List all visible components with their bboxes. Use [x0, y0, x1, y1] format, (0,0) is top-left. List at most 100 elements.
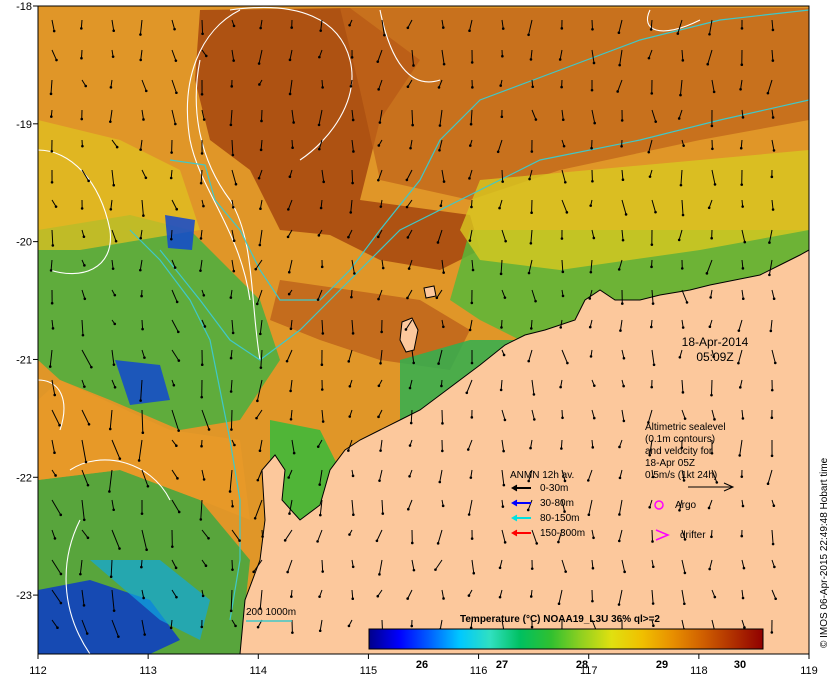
velocity-arrow: [621, 169, 624, 180]
lat-axis: -18 -19 -20 -21 -22 -23: [16, 1, 38, 602]
velocity-arrow-head: [741, 267, 745, 270]
velocity-arrow-head: [737, 361, 740, 365]
velocity-arrow: [707, 49, 713, 65]
velocity-arrow-head: [530, 567, 534, 570]
velocity-arrow-head: [412, 361, 416, 365]
velocity-arrow-head: [378, 479, 381, 482]
velocity-arrow-head: [441, 422, 444, 425]
velocity-arrow-head: [773, 361, 777, 365]
date-label: 18-Apr-2014: [682, 335, 749, 349]
velocity-arrow-head: [289, 389, 292, 393]
velocity-arrow-head: [321, 570, 325, 573]
velocity-arrow-head: [50, 115, 53, 118]
velocity-arrow: [291, 439, 295, 454]
velocity-arrow-head: [199, 237, 203, 240]
velocity-arrow-head: [470, 416, 474, 419]
velocity-arrow-head: [55, 58, 58, 62]
velocity-arrow: [287, 229, 293, 238]
velocity-arrow-head: [651, 602, 655, 605]
velocity-arrow: [350, 199, 353, 213]
velocity-arrow: [711, 169, 716, 185]
velocity-arrow-head: [252, 570, 255, 574]
velocity-arrow-head: [741, 504, 745, 508]
velocity-arrow-head: [406, 507, 410, 511]
velocity-arrow-head: [501, 54, 504, 58]
velocity-arrow: [621, 559, 626, 572]
velocity-arrow-head: [405, 178, 409, 182]
velocity-arrow-head: [411, 123, 414, 127]
velocity-arrow: [738, 319, 743, 331]
velocity-arrow: [650, 19, 653, 30]
velocity-arrow-head: [174, 566, 178, 570]
velocity-arrow: [288, 259, 293, 273]
velocity-arrow-head: [287, 208, 290, 211]
velocity-arrow: [771, 139, 775, 151]
velocity-arrow-head: [203, 325, 207, 328]
anmn-arrow-head: [511, 529, 518, 537]
velocity-arrow: [557, 529, 563, 543]
velocity-arrow-head: [559, 385, 562, 389]
velocity-arrow: [200, 229, 203, 239]
velocity-arrow-head: [654, 120, 658, 123]
colorbar: Temperature (°C) NOAA19_L3U 36% ql>=2 26…: [368, 614, 764, 671]
velocity-arrow-head: [712, 90, 716, 94]
velocity-arrow-head: [438, 480, 442, 484]
velocity-arrow-head: [652, 363, 656, 367]
velocity-arrow-head: [84, 84, 88, 88]
velocity-arrow: [256, 289, 263, 305]
velocity-arrow: [318, 139, 323, 150]
lon-tick-label: 115: [360, 665, 378, 677]
velocity-arrow-head: [320, 388, 324, 391]
velocity-arrow-head: [683, 538, 687, 541]
velocity-arrow-head: [527, 271, 531, 275]
velocity-arrow: [681, 559, 686, 574]
island-barrow[interactable]: [399, 317, 419, 353]
velocity-arrow-head: [647, 421, 650, 424]
island-small[interactable]: [423, 285, 437, 299]
time-label: 05:09Z: [696, 350, 733, 364]
velocity-arrow-head: [651, 302, 655, 305]
velocity-arrow: [260, 139, 263, 150]
velocity-arrow-head: [592, 416, 596, 420]
velocity-arrow-head: [562, 144, 566, 148]
velocity-arrow-head: [593, 121, 596, 125]
velocity-arrow-head: [741, 417, 745, 420]
velocity-arrow: [708, 499, 713, 509]
velocity-arrow: [49, 349, 53, 367]
velocity-arrow: [771, 289, 775, 299]
velocity-arrow-head: [471, 86, 474, 89]
velocity-arrow-head: [713, 183, 717, 186]
velocity-arrow-head: [678, 508, 681, 512]
velocity-arrow: [111, 529, 120, 549]
velocity-arrow: [259, 589, 263, 609]
velocity-arrow-head: [230, 428, 233, 431]
velocity-arrow-head: [592, 536, 595, 540]
velocity-arrow-head: [51, 244, 55, 247]
velocity-arrow-head: [231, 504, 234, 508]
velocity-arrow-head: [771, 116, 775, 119]
velocity-arrow-head: [680, 446, 684, 450]
velocity-arrow-head: [175, 300, 179, 304]
velocity-arrow-head: [117, 635, 120, 638]
velocity-arrow: [406, 169, 413, 181]
velocity-arrow: [351, 109, 354, 121]
velocity-arrow-head: [682, 144, 685, 147]
velocity-arrow-head: [620, 119, 624, 122]
land-mainland[interactable]: [239, 249, 809, 654]
velocity-arrow-head: [139, 33, 142, 36]
velocity-arrow: [51, 499, 62, 516]
velocity-arrow: [50, 79, 53, 94]
velocity-arrow: [711, 409, 715, 420]
velocity-arrow: [441, 169, 445, 182]
velocity-arrow-head: [406, 85, 410, 88]
velocity-arrow-head: [261, 535, 264, 538]
velocity-arrow-head: [111, 55, 115, 58]
velocity-arrow: [229, 469, 233, 492]
velocity-arrow-head: [624, 213, 628, 216]
velocity-arrow: [81, 409, 90, 425]
velocity-arrow-head: [256, 399, 259, 403]
alt-note-line-0: Altimetric sealevel: [645, 422, 726, 433]
velocity-arrow-head: [80, 207, 84, 210]
anmn-title: ANMN 12h av.: [510, 470, 574, 481]
velocity-arrow: [260, 109, 263, 121]
